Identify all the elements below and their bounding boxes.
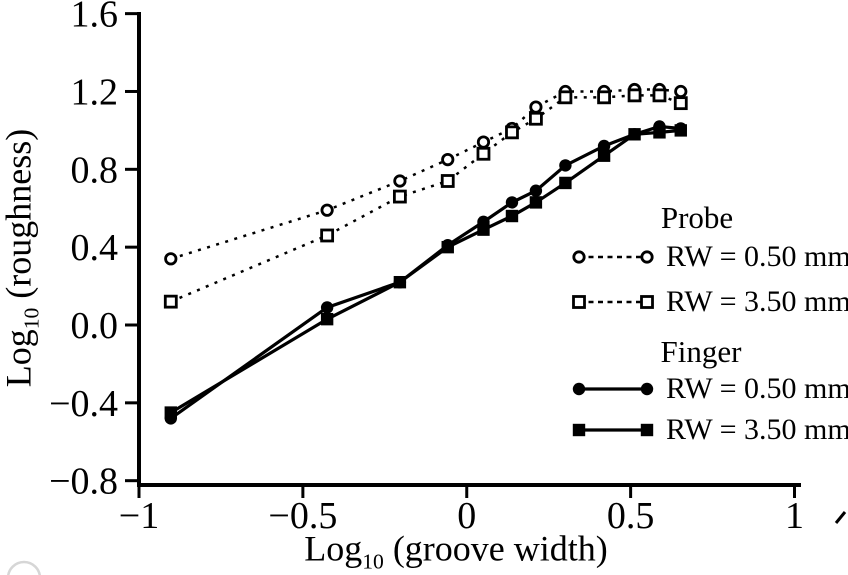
legend-marker (572, 423, 586, 437)
data-point-probe-open-square (476, 146, 491, 161)
cropped-edge-artifact (834, 511, 847, 524)
data-point-probe-open-square (597, 90, 611, 105)
legend-symbol-open-square-dashed (572, 295, 654, 309)
data-point-probe-open-circle (529, 100, 543, 114)
data-point-finger-filled-square (164, 406, 177, 419)
y-tick-label: 0.4 (71, 227, 119, 269)
data-point-probe-open-circle (164, 252, 178, 266)
data-point-probe-open-square (440, 174, 455, 188)
legend-symbol-filled-square-solid (572, 423, 654, 437)
legend-symbol-filled-circle-solid (572, 382, 654, 396)
data-point-finger-filled-circle (559, 159, 572, 172)
legend-marker (640, 250, 654, 264)
legend-label: RW = 0.50 mm (666, 372, 848, 405)
data-point-finger-filled-square (559, 176, 572, 190)
x-tick-label: 0.5 (607, 495, 655, 537)
data-point-finger-filled-square (597, 149, 611, 162)
data-point-probe-open-square (320, 228, 335, 243)
data-point-probe-open-square (558, 90, 573, 105)
data-point-finger-filled-circle (597, 139, 611, 153)
series-line-probe-open-circle (170, 88, 681, 261)
legend-item-finger-rw350: RW = 3.50 mm (572, 413, 848, 447)
y-axis-title: Log10 (roughness) (0, 129, 45, 388)
data-point-finger-filled-square (505, 209, 519, 223)
legend-marker (640, 295, 654, 309)
data-point-finger-filled-square (674, 124, 687, 137)
x-tick-label: 1 (785, 495, 804, 537)
x-tick-label: −0.5 (268, 495, 337, 537)
y-tick-label: 0.8 (71, 149, 119, 191)
x-axis-title-rest: (groove width) (383, 528, 608, 569)
data-point-finger-filled-square (628, 128, 641, 141)
y-tick-label: 0.0 (71, 305, 119, 347)
legend-marker (640, 423, 654, 437)
legend-group-heading-probe: Probe (660, 200, 734, 235)
legend-group-heading-finger: Finger (660, 334, 742, 369)
scan-artifact-ring (7, 560, 41, 575)
data-point-probe-open-circle (476, 135, 491, 149)
data-point-probe-open-circle (393, 174, 407, 188)
x-axis-title: Log10 (groove width) (304, 527, 608, 574)
legend-marker (572, 295, 586, 309)
data-point-probe-open-square (627, 88, 642, 103)
data-point-probe-open-square (673, 96, 688, 111)
data-point-finger-filled-circle (529, 184, 543, 197)
x-tick-label: 0 (457, 495, 476, 537)
data-point-finger-filled-square (477, 223, 490, 236)
series-markers (163, 82, 688, 425)
data-point-finger-filled-circle (505, 196, 519, 209)
data-point-probe-open-square (163, 294, 178, 309)
y-axis-title-rest: (roughness) (0, 128, 39, 308)
data-point-finger-filled-circle (320, 301, 334, 314)
legend-marker (572, 250, 586, 264)
y-tick-label: 1.6 (71, 0, 119, 36)
legend-item-probe-rw350: RW = 3.50 mm (572, 285, 848, 319)
legend-symbol-open-circle-dashed (572, 250, 654, 264)
y-tick-label: −0.8 (49, 461, 118, 503)
data-point-finger-filled-square (529, 196, 543, 209)
series-line-probe-open-square (170, 94, 682, 303)
legend-marker (572, 382, 586, 396)
data-point-probe-open-square (505, 125, 519, 140)
legend-label: RW = 3.50 mm (666, 413, 848, 446)
x-tick-label: −1 (119, 495, 159, 537)
data-point-finger-filled-square (320, 312, 334, 326)
legend-marker (640, 382, 654, 396)
data-point-probe-open-square (652, 88, 667, 103)
data-point-finger-filled-square (441, 240, 454, 254)
data-point-probe-open-circle (441, 152, 455, 167)
legend-label: RW = 3.50 mm (666, 285, 848, 318)
data-point-probe-open-circle (320, 203, 334, 217)
y-axis-title-subscript: 10 (19, 307, 44, 330)
data-point-probe-open-circle (674, 84, 688, 99)
x-axis-title-subscript: 10 (362, 549, 384, 574)
x-axis-title-main: Log (304, 528, 363, 569)
data-point-finger-filled-square (393, 275, 407, 289)
legend-item-finger-rw050: RW = 0.50 mm (572, 372, 848, 406)
legend-label: RW = 0.50 mm (666, 240, 848, 273)
data-point-probe-open-square (529, 111, 543, 126)
legend-item-probe-rw050: RW = 0.50 mm (572, 240, 848, 274)
data-point-finger-filled-square (653, 126, 666, 139)
y-tick-label: 1.2 (71, 71, 119, 113)
y-axis-title-main: Log (0, 329, 39, 388)
data-point-probe-open-square (392, 189, 407, 204)
y-tick-label: −0.4 (49, 383, 118, 425)
